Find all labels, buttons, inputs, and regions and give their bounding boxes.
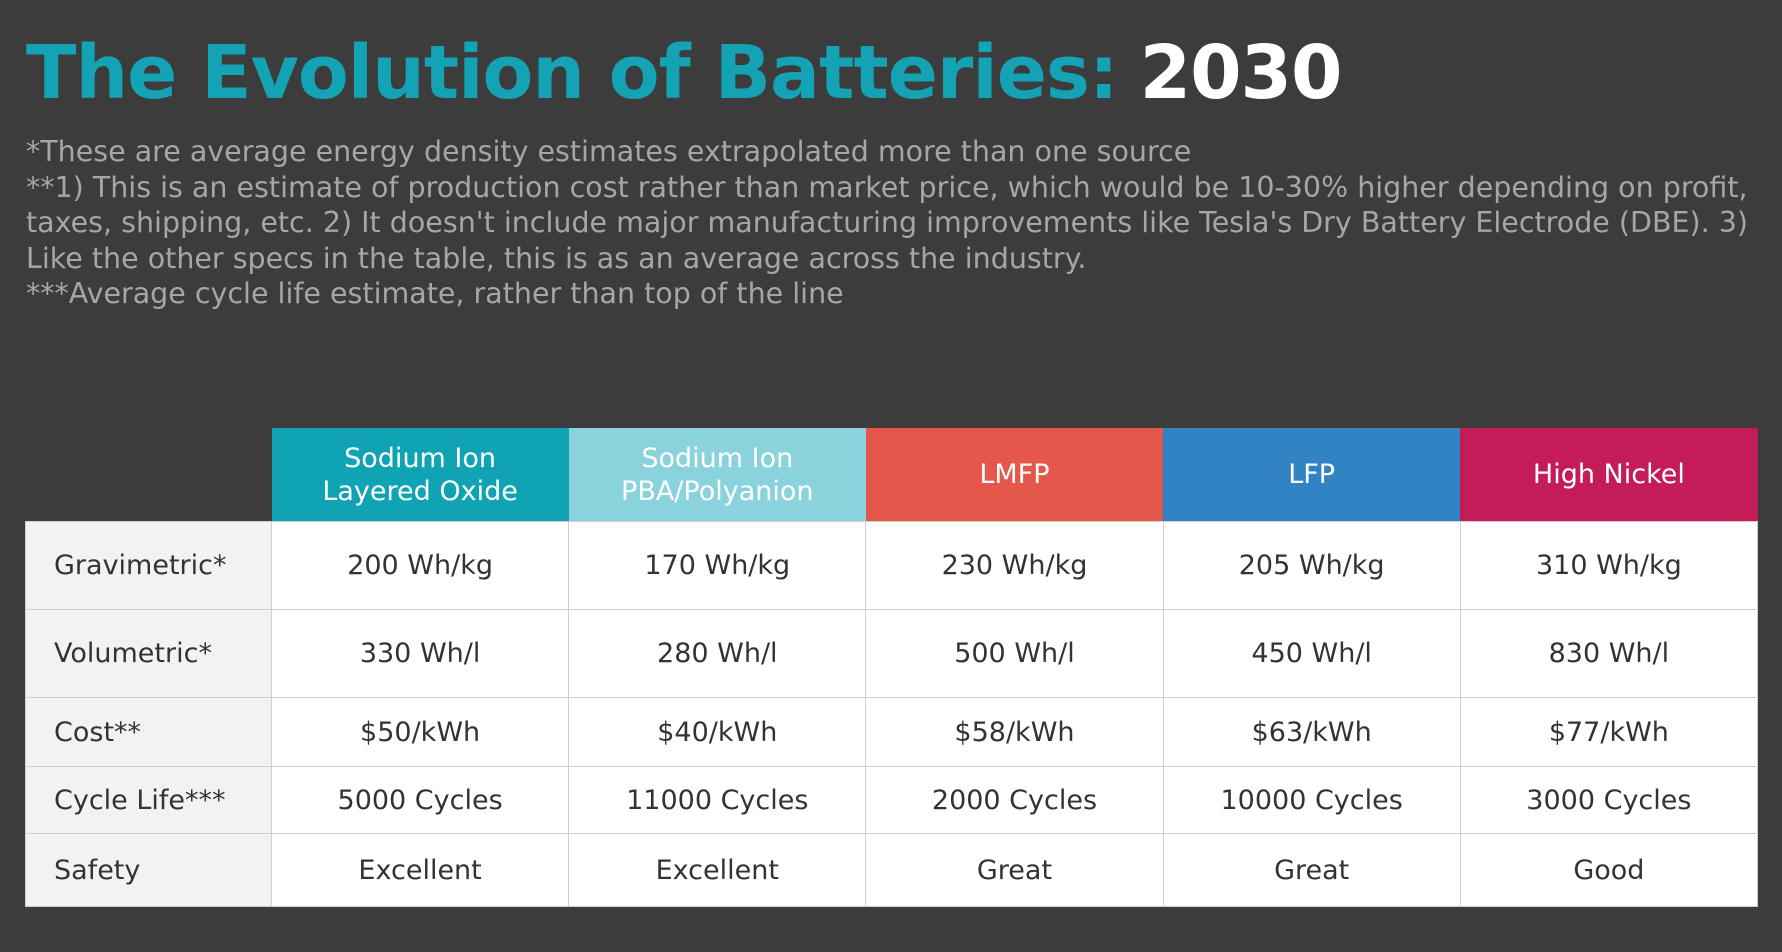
table-row-cost: Cost** $50/kWh $40/kWh $58/kWh $63/kWh $… xyxy=(25,697,1759,767)
table-cell: $50/kWh xyxy=(270,697,570,767)
table-cell: Good xyxy=(1459,833,1759,907)
col-header-line1: LMFP xyxy=(979,459,1050,490)
footnote-cost: **1) This is an estimate of production c… xyxy=(26,170,1748,275)
col-header-line2: Layered Oxide xyxy=(322,475,518,507)
col-header-line1: Sodium Ion xyxy=(641,442,794,474)
row-label: Cycle Life*** xyxy=(25,766,272,834)
table-cell: 2000 Cycles xyxy=(865,766,1164,834)
table-row-safety: Safety Excellent Excellent Great Great G… xyxy=(25,833,1759,907)
row-label: Gravimetric* xyxy=(25,521,272,610)
col-header-high-nickel: High Nickel xyxy=(1460,428,1758,522)
row-label: Cost** xyxy=(25,697,272,767)
table-cell: Great xyxy=(865,833,1164,907)
table-cell: 450 Wh/l xyxy=(1162,609,1461,698)
table-cell: 170 Wh/kg xyxy=(568,521,867,610)
table-cell: 205 Wh/kg xyxy=(1162,521,1461,610)
table-cell: 280 Wh/l xyxy=(568,609,867,698)
table-cell: Great xyxy=(1162,833,1461,907)
col-header-line1: Sodium Ion xyxy=(344,442,497,474)
table-row-gravimetric: Gravimetric* 200 Wh/kg 170 Wh/kg 230 Wh/… xyxy=(25,521,1759,610)
col-header-line1: LFP xyxy=(1288,459,1336,490)
table-cell: 5000 Cycles xyxy=(270,766,570,834)
table-cell: $63/kWh xyxy=(1162,697,1461,767)
table-cell: 500 Wh/l xyxy=(865,609,1164,698)
title-main: The Evolution of Batteries: xyxy=(26,30,1119,116)
col-header-sodium-ion-pba-polyanion: Sodium Ion PBA/Polyanion xyxy=(568,428,866,522)
row-label: Volumetric* xyxy=(25,609,272,698)
header-corner xyxy=(26,428,272,522)
table-cell: Excellent xyxy=(568,833,867,907)
table-row-cycle-life: Cycle Life*** 5000 Cycles 11000 Cycles 2… xyxy=(25,766,1759,834)
footnote-cycle-life: ***Average cycle life estimate, rather t… xyxy=(26,277,844,310)
table-cell: 10000 Cycles xyxy=(1162,766,1461,834)
table-cell: Excellent xyxy=(270,833,570,907)
table-cell: $40/kWh xyxy=(568,697,867,767)
col-header-line2: PBA/Polyanion xyxy=(621,475,814,507)
battery-comparison-table: Sodium Ion Layered Oxide Sodium Ion PBA/Po… xyxy=(25,428,1759,907)
table-cell: 310 Wh/kg xyxy=(1459,521,1759,610)
table-header-row: Sodium Ion Layered Oxide Sodium Ion PBA/Po… xyxy=(26,428,1758,522)
footnote-energy-density: *These are average energy density estima… xyxy=(26,135,1192,168)
table-cell: $77/kWh xyxy=(1459,697,1759,767)
title-year: 2030 xyxy=(1139,30,1343,116)
table-cell: $58/kWh xyxy=(865,697,1164,767)
col-header-lfp: LFP xyxy=(1163,428,1461,522)
table-cell: 200 Wh/kg xyxy=(270,521,570,610)
table-row-volumetric: Volumetric* 330 Wh/l 280 Wh/l 500 Wh/l 4… xyxy=(25,609,1759,698)
table-cell: 230 Wh/kg xyxy=(865,521,1164,610)
table-cell: 3000 Cycles xyxy=(1459,766,1759,834)
col-header-lmfp: LMFP xyxy=(865,428,1164,522)
table-cell: 330 Wh/l xyxy=(270,609,570,698)
page-title: The Evolution of Batteries: 2030 xyxy=(26,28,1343,118)
footnotes: *These are average energy density estima… xyxy=(26,134,1766,312)
col-header-sodium-ion-layered-oxide: Sodium Ion Layered Oxide xyxy=(271,428,569,522)
col-header-line1: High Nickel xyxy=(1532,459,1685,490)
table-cell: 11000 Cycles xyxy=(568,766,867,834)
table-cell: 830 Wh/l xyxy=(1459,609,1759,698)
row-label: Safety xyxy=(25,833,272,907)
